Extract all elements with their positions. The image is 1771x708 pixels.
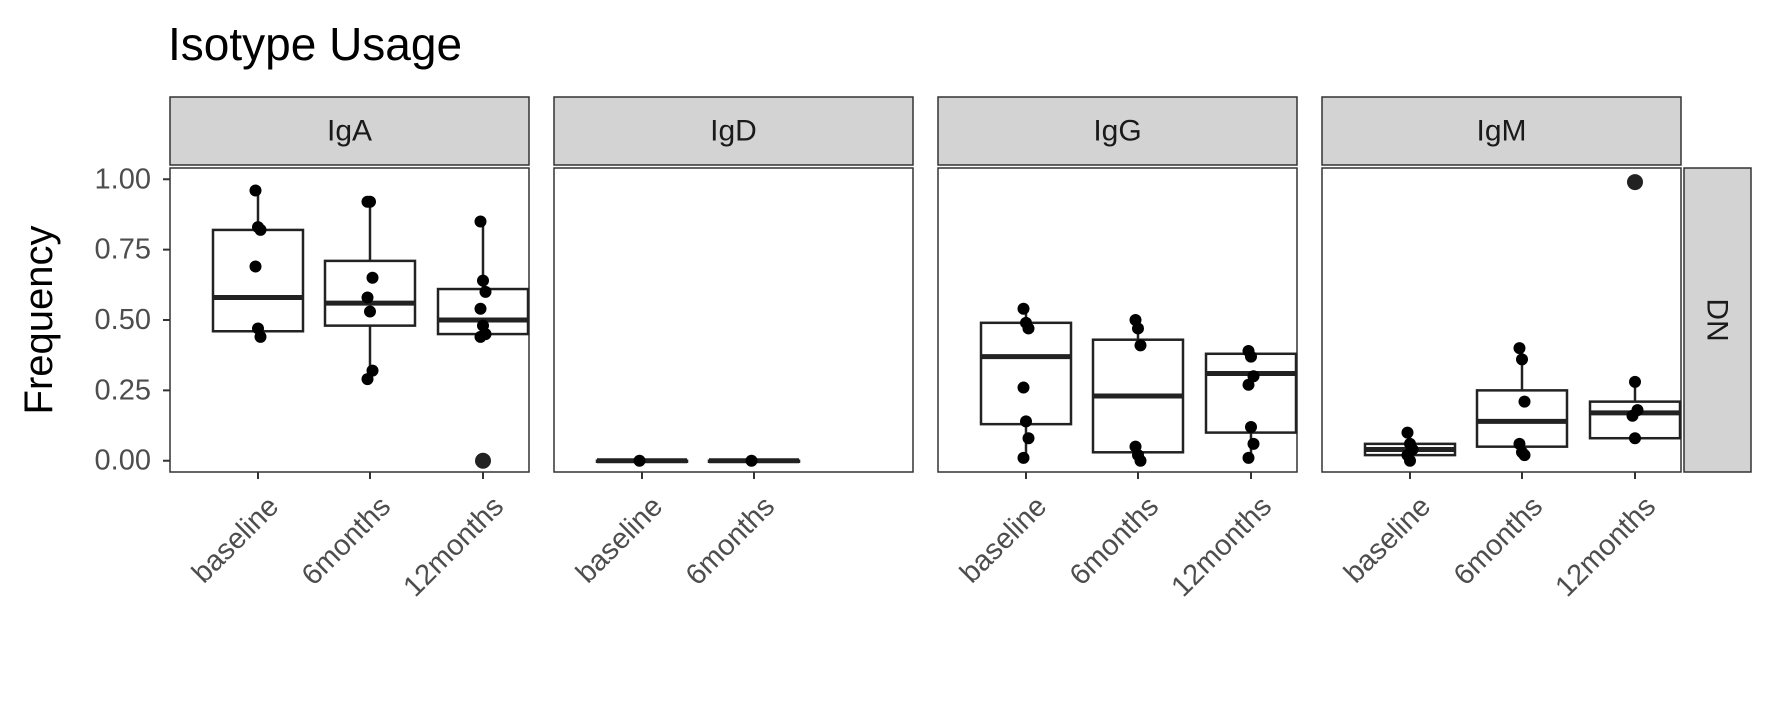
facet-strip-label: IgG bbox=[1093, 115, 1141, 148]
data-point bbox=[1134, 454, 1147, 467]
facet-strip-label: IgD bbox=[710, 115, 757, 148]
outlier-point bbox=[475, 452, 491, 469]
row-strip-label: DN bbox=[1701, 298, 1734, 341]
facet-strip bbox=[169, 96, 530, 166]
data-point bbox=[1518, 449, 1531, 462]
box-baseline bbox=[979, 302, 1073, 464]
y-tick-label: 0.00 bbox=[95, 445, 151, 477]
facet-strip-label: IgA bbox=[327, 115, 372, 148]
facet-panel-iga: IgA baseline 6months 12months bbox=[169, 96, 530, 603]
box-6months bbox=[1475, 342, 1569, 462]
box-6months bbox=[1091, 314, 1185, 467]
box-body bbox=[979, 321, 1073, 426]
data-point bbox=[1401, 426, 1414, 439]
data-point bbox=[479, 285, 492, 298]
box-baseline bbox=[595, 454, 689, 467]
data-point bbox=[1516, 353, 1528, 366]
x-tick-label: baseline bbox=[186, 490, 285, 589]
box-12months bbox=[1588, 174, 1682, 445]
x-tick-label: 6months bbox=[1064, 490, 1165, 591]
data-point bbox=[474, 330, 487, 343]
x-tick-label: baseline bbox=[570, 490, 669, 589]
data-point bbox=[254, 330, 267, 343]
data-point bbox=[1245, 420, 1257, 433]
data-point bbox=[1242, 378, 1255, 391]
facet-strip bbox=[937, 96, 1298, 166]
data-point bbox=[1022, 432, 1035, 445]
data-point bbox=[1134, 339, 1147, 352]
box-12months bbox=[1204, 344, 1298, 464]
data-point bbox=[745, 454, 758, 467]
y-tick-label: 0.25 bbox=[95, 374, 151, 406]
chart-title: Isotype Usage bbox=[168, 18, 462, 70]
data-point bbox=[361, 373, 374, 386]
box-6months bbox=[323, 195, 417, 386]
x-tick-label: 6months bbox=[296, 490, 397, 591]
data-point bbox=[1017, 381, 1030, 394]
data-point bbox=[1020, 415, 1032, 428]
data-point bbox=[364, 305, 376, 318]
data-point bbox=[364, 195, 376, 208]
facet-strip bbox=[553, 96, 914, 166]
x-tick-label: 6months bbox=[1448, 490, 1549, 591]
y-tick-label: 0.50 bbox=[95, 304, 151, 336]
outlier-point bbox=[1627, 174, 1643, 191]
facet-panel-igm: IgM baseline 6months 12months bbox=[1321, 96, 1682, 603]
data-point bbox=[1132, 322, 1144, 335]
panel-frame bbox=[553, 167, 914, 473]
data-point bbox=[1626, 409, 1639, 422]
facet-strip bbox=[1321, 96, 1682, 166]
data-point bbox=[361, 291, 374, 304]
box-body bbox=[1204, 352, 1298, 434]
x-tick-label: 12months bbox=[397, 490, 510, 603]
x-tick-label: 6months bbox=[680, 490, 781, 591]
data-point bbox=[1017, 451, 1030, 464]
data-point bbox=[474, 302, 487, 315]
data-point bbox=[1245, 350, 1257, 363]
box-6months bbox=[707, 454, 801, 467]
data-point bbox=[1629, 375, 1641, 388]
y-axis-label: Frequency bbox=[17, 226, 61, 415]
facet-strip-label: IgM bbox=[1476, 115, 1526, 148]
data-point bbox=[1022, 322, 1035, 335]
data-point bbox=[254, 223, 267, 236]
data-point bbox=[1404, 454, 1416, 467]
data-point bbox=[474, 215, 487, 228]
x-tick-label: baseline bbox=[1338, 490, 1437, 589]
row-strip-dn: DN bbox=[1683, 167, 1752, 473]
y-tick-label: 0.75 bbox=[95, 234, 151, 266]
data-point bbox=[366, 271, 379, 284]
data-point bbox=[249, 260, 262, 273]
data-point bbox=[1017, 302, 1030, 315]
row-strip-background bbox=[1683, 167, 1752, 473]
box-12months bbox=[436, 215, 530, 469]
box-baseline bbox=[211, 184, 305, 343]
data-point bbox=[1629, 432, 1641, 445]
x-tick-label: 12months bbox=[1165, 490, 1278, 603]
x-tick-label: 12months bbox=[1549, 490, 1662, 603]
box-body bbox=[211, 228, 305, 333]
facet-panel-igg: IgG baseline 6months 12months bbox=[937, 96, 1298, 603]
data-point bbox=[1247, 437, 1260, 450]
y-axis: 0.00 0.25 0.50 0.75 1.00 bbox=[95, 163, 170, 477]
box-baseline bbox=[1363, 426, 1457, 467]
facet-panel-igd: IgD baseline 6months bbox=[553, 96, 914, 592]
data-point bbox=[1518, 395, 1531, 408]
data-point bbox=[633, 454, 646, 467]
x-tick-label: baseline bbox=[954, 490, 1053, 589]
data-point bbox=[1242, 451, 1255, 464]
y-tick-label: 1.00 bbox=[95, 163, 151, 195]
data-point bbox=[249, 184, 262, 197]
data-point bbox=[477, 274, 489, 287]
data-point bbox=[1513, 342, 1526, 355]
